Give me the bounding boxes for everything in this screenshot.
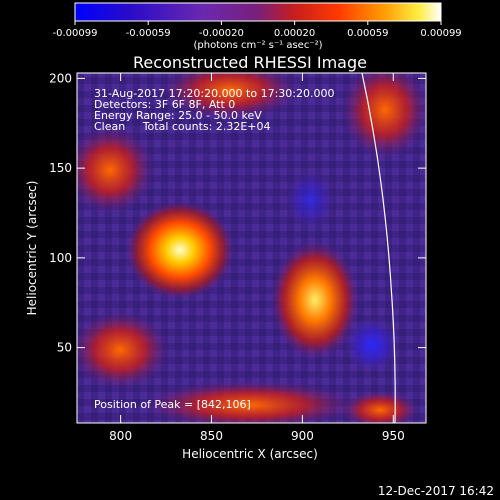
y-tick-label: 100 <box>49 251 72 265</box>
plot-frame <box>76 72 427 424</box>
info-energy: Energy Range: 25.0 - 50.0 keV <box>94 109 262 122</box>
colorbar: -0.00099 -0.00059 -0.00020 0.00020 0.00059 0.… <box>53 2 462 51</box>
x-axis-label: Heliocentric X (arcsec) <box>182 447 318 461</box>
colorbar-unit-label: (photons cm⁻² s⁻¹ asec⁻²) <box>193 40 322 51</box>
info-overlay: 31-Aug-2017 17:20:20.000 to 17:30:20.000… <box>94 87 335 411</box>
footer-date: 12-Dec-2017 16:42 <box>378 484 494 498</box>
info-time: 31-Aug-2017 17:20:20.000 to 17:30:20.000 <box>94 87 335 100</box>
emission-source-bottom-right <box>340 390 420 423</box>
colorbar-ticks: -0.00099 -0.00059 -0.00020 0.00020 0.00059 0.… <box>53 21 462 39</box>
emission-source-main <box>125 200 235 300</box>
x-tick-label: 800 <box>109 429 132 443</box>
emission-source-right <box>270 240 360 360</box>
colorbar-tick-label: -0.00099 <box>53 28 98 39</box>
emission-source-lower-left <box>77 310 170 390</box>
colorbar-gradient <box>74 2 442 22</box>
y-axis-ticks: 50 100 150 200 <box>49 71 426 355</box>
emission-source-bottom <box>140 380 360 423</box>
x-tick-label: 950 <box>382 429 405 443</box>
info-detectors: Detectors: 3F 6F 8F, Att 0 <box>94 98 235 111</box>
colorbar-tick-label: 0.00020 <box>274 28 315 39</box>
colorbar-tick-label: 0.00099 <box>420 28 461 39</box>
emission-source-upper-left <box>77 125 155 215</box>
colorbar-tick-label: -0.00059 <box>126 28 171 39</box>
blue-region <box>344 317 400 373</box>
info-peak: Position of Peak = [842,106] <box>94 398 251 411</box>
y-axis-label: Heliocentric Y (arcsec) <box>25 181 39 316</box>
blue-region-2 <box>285 170 335 230</box>
colorbar-tick-label: -0.00020 <box>199 28 244 39</box>
x-tick-label: 900 <box>291 429 314 443</box>
y-tick-label: 150 <box>49 161 72 175</box>
y-tick-label: 50 <box>57 341 72 355</box>
image-panel <box>77 73 426 423</box>
info-clean: Clean Total counts: 2.32E+04 <box>94 120 271 133</box>
x-axis-ticks: 800 850 900 950 <box>109 73 405 443</box>
emission-source-top <box>160 73 300 120</box>
colorbar-tick-label: 0.00059 <box>347 28 388 39</box>
x-tick-label: 850 <box>200 429 223 443</box>
y-tick-label: 200 <box>49 71 72 85</box>
emission-source-upper-right <box>340 73 426 160</box>
solar-limb <box>361 73 396 423</box>
plot-title: Reconstructed RHESSI Image <box>133 53 367 72</box>
